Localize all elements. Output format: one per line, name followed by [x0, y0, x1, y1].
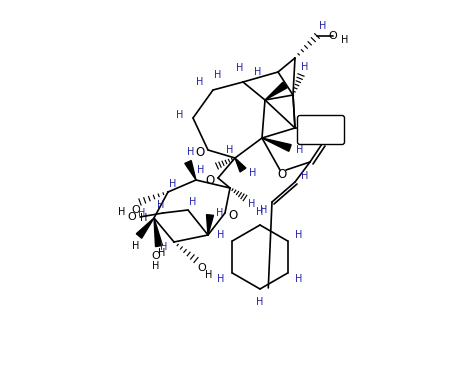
Text: O: O: [206, 174, 215, 187]
Text: O: O: [198, 263, 206, 273]
Polygon shape: [235, 158, 246, 172]
Text: O: O: [195, 145, 205, 158]
Text: H: H: [295, 230, 302, 240]
Text: Abs: Abs: [311, 125, 330, 135]
Text: H: H: [254, 67, 262, 77]
Polygon shape: [262, 138, 291, 151]
Text: H: H: [187, 147, 195, 157]
Text: H: H: [206, 270, 212, 280]
Text: H: H: [158, 200, 164, 210]
Text: H: H: [138, 208, 146, 218]
Polygon shape: [265, 82, 287, 100]
Text: H: H: [256, 207, 264, 217]
Text: H: H: [256, 297, 264, 307]
Text: H: H: [196, 77, 204, 87]
Polygon shape: [154, 218, 163, 247]
Polygon shape: [185, 161, 196, 180]
Text: H: H: [319, 21, 327, 31]
Text: O: O: [128, 212, 137, 222]
Text: H: H: [226, 145, 233, 155]
Text: H: H: [249, 168, 257, 178]
Text: O: O: [323, 135, 333, 148]
Text: H: H: [118, 207, 126, 217]
Text: H: H: [295, 275, 302, 285]
Text: H: H: [189, 197, 197, 207]
Text: H: H: [169, 179, 177, 189]
Text: H: H: [216, 208, 224, 218]
Text: H: H: [302, 62, 308, 72]
Text: H: H: [217, 230, 225, 240]
Text: H: H: [214, 70, 222, 80]
Text: H: H: [140, 213, 148, 223]
Text: H: H: [341, 35, 349, 45]
Polygon shape: [206, 215, 213, 235]
Text: H: H: [302, 171, 308, 181]
Text: H: H: [132, 241, 140, 251]
Text: O: O: [329, 31, 337, 41]
Text: H: H: [176, 110, 184, 120]
Text: O: O: [228, 209, 238, 221]
FancyBboxPatch shape: [297, 115, 344, 144]
Text: H: H: [158, 248, 166, 258]
Text: H: H: [248, 199, 256, 209]
Text: O: O: [277, 167, 287, 181]
Text: H: H: [152, 261, 160, 271]
Text: O: O: [131, 205, 140, 215]
Text: H: H: [260, 205, 267, 215]
Polygon shape: [137, 218, 154, 238]
Text: H: H: [197, 165, 205, 175]
Text: H: H: [236, 63, 244, 73]
Text: H: H: [296, 145, 304, 155]
Text: H: H: [160, 242, 168, 252]
Text: H: H: [217, 275, 225, 285]
Text: O: O: [151, 251, 160, 261]
